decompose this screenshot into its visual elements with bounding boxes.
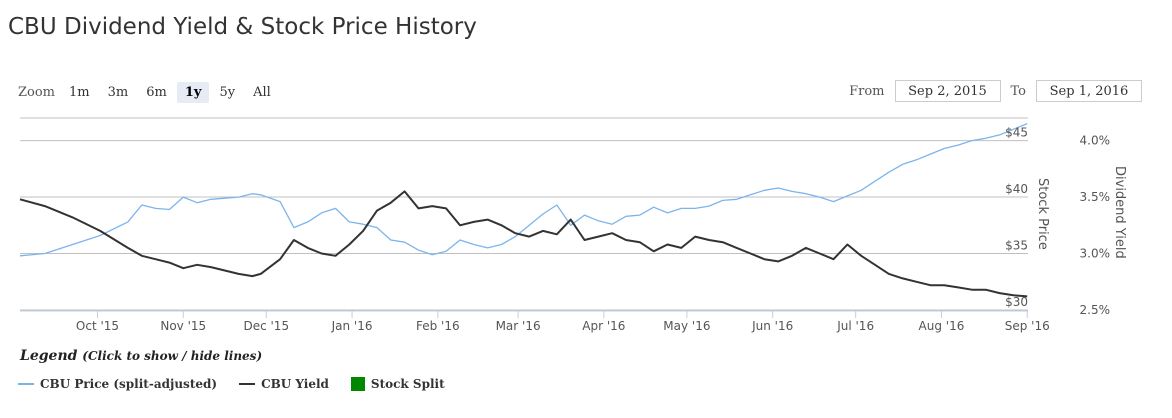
x-tick-label: Jan '16 — [331, 319, 373, 333]
x-tick-label: Feb '16 — [416, 319, 460, 333]
x-tick-label: Mar '16 — [496, 319, 541, 333]
x-tick-label: May '16 — [663, 319, 710, 333]
x-tick-label: Jun '16 — [751, 319, 793, 333]
x-tick-label: Oct '15 — [76, 319, 119, 333]
x-tick-label: Dec '15 — [243, 319, 289, 333]
y-right-axis-title: Dividend Yield — [1112, 166, 1127, 259]
zoom-control: Zoom 1m 3m 6m 1y 5y All — [18, 80, 281, 104]
legend-item-price[interactable]: CBU Price (split-adjusted) — [18, 377, 217, 391]
legend-label-split: Stock Split — [370, 377, 445, 391]
series-layer — [19, 122, 1028, 298]
x-tick-label: Apr '16 — [582, 319, 625, 333]
y-left-tick-label: $35 — [1005, 239, 1028, 253]
x-tick-label: Aug '16 — [919, 319, 965, 333]
x-tick-label: Sep '16 — [1005, 319, 1050, 333]
price-line-swatch — [18, 383, 34, 385]
y-left-tick-label: $40 — [1005, 182, 1028, 196]
zoom-all-button[interactable]: All — [253, 84, 271, 100]
legend-hint: (Click to show / hide lines) — [82, 349, 263, 363]
zoom-6m-button[interactable]: 6m — [146, 84, 167, 100]
legend-label-yield: CBU Yield — [261, 377, 329, 391]
split-box-swatch — [350, 377, 365, 391]
y-right-tick-label: 3.5% — [1080, 190, 1111, 204]
legend-heading: Legend — [20, 348, 78, 364]
grid-layer — [20, 117, 1028, 311]
legend-title: Legend (Click to show / hide lines) — [20, 348, 262, 364]
y-left-axis-title: Stock Price — [1035, 178, 1050, 250]
zoom-label: Zoom — [18, 84, 56, 100]
zoom-5y-button[interactable]: 5y — [219, 84, 236, 100]
y-left-tick-label: $45 — [1005, 126, 1028, 140]
from-label: From — [849, 83, 885, 99]
zoom-3m-button[interactable]: 3m — [107, 84, 129, 100]
price-yield-chart: $30 $35 $40 $45 2.5% 3.0% 3.5% 4.0% Oct '15 Nov '… — [19, 117, 1127, 333]
y-left-tick-label: $30 — [1005, 295, 1028, 309]
to-label: To — [1010, 83, 1027, 99]
price-series-line — [19, 122, 1028, 257]
from-date-input[interactable] — [894, 80, 1001, 102]
x-tick-label: Nov '15 — [160, 319, 206, 333]
y-right-tick-label: 3.0% — [1080, 247, 1111, 261]
legend: CBU Price (split-adjusted) CBU Yield Sto… — [18, 377, 467, 391]
y-right-tick-label: 2.5% — [1080, 303, 1111, 317]
axis-layer: $30 $35 $40 $45 2.5% 3.0% 3.5% 4.0% Oct '15 Nov '… — [20, 126, 1110, 333]
zoom-1m-button[interactable]: 1m — [69, 84, 90, 100]
date-range: From To — [839, 80, 1142, 102]
x-tick-label: Jul '16 — [836, 319, 874, 333]
y-right-tick-label: 4.0% — [1080, 134, 1111, 148]
legend-label-price: CBU Price (split-adjusted) — [40, 377, 218, 391]
legend-item-split[interactable]: Stock Split — [350, 377, 445, 391]
legend-item-yield[interactable]: CBU Yield — [239, 377, 329, 391]
zoom-1y-button[interactable]: 1y — [176, 81, 210, 103]
yield-line-swatch — [239, 383, 256, 385]
to-date-input[interactable] — [1036, 80, 1142, 102]
page-title: CBU Dividend Yield & Stock Price History — [8, 14, 477, 40]
yield-series-line — [19, 190, 1028, 298]
